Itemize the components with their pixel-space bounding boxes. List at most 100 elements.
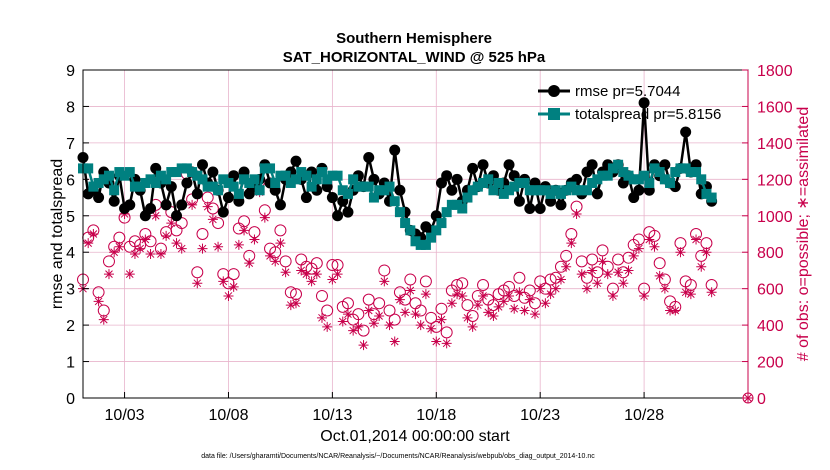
assimilated-point: [649, 241, 660, 252]
assimilated-point: [239, 225, 250, 236]
assimilated-point: [571, 208, 582, 219]
totalspread-point: [644, 177, 655, 188]
totalspread-point: [207, 181, 218, 192]
assimilated-point: [524, 294, 535, 305]
assimilated-point: [285, 300, 296, 311]
right-tick-label: 400: [757, 318, 784, 335]
assimilated-point: [685, 289, 696, 300]
x-tick-label: 10/03: [105, 407, 145, 424]
totalspread-point: [103, 170, 114, 181]
possible-point: [435, 302, 448, 315]
assimilated-point: [327, 274, 338, 285]
assimilated-point: [441, 338, 452, 349]
assimilated-point: [592, 278, 603, 289]
rmse-point: [451, 173, 463, 185]
assimilated-point: [280, 267, 291, 278]
rmse-point: [503, 159, 515, 171]
assimilated-point: [259, 212, 270, 223]
totalspread-point: [394, 207, 405, 218]
assimilated-point: [597, 256, 608, 267]
right-tick-label: 0: [757, 391, 766, 408]
assimilated-point: [680, 287, 691, 298]
totalspread-point: [244, 177, 255, 188]
totalspread-point: [685, 167, 696, 178]
assimilated-point: [140, 234, 151, 245]
assimilated-point: [529, 309, 540, 320]
totalspread-point: [675, 163, 686, 174]
totalspread-point: [415, 239, 426, 250]
assimilated-point: [415, 320, 426, 331]
assimilated-point: [192, 278, 203, 289]
assimilated-point: [581, 283, 592, 294]
totalspread-point: [109, 185, 120, 196]
assimilated-point: [155, 249, 166, 260]
assimilated-point: [88, 229, 99, 239]
totalspread-point: [613, 159, 624, 170]
assimilated-point: [296, 265, 307, 276]
assimilated-point: [514, 287, 525, 298]
right-tick-label: 1200: [757, 172, 793, 189]
x-axis-ticks: 10/03 10/08 10/13 10/18 10/23 10/28: [105, 392, 664, 424]
possible-point: [425, 311, 438, 324]
totalspread-point: [228, 181, 239, 192]
assimilated-point: [587, 265, 598, 276]
totalspread-point: [649, 163, 660, 174]
assimilated-point: [135, 243, 146, 254]
assimilated-point: [405, 285, 416, 296]
assimilated-point: [187, 199, 198, 210]
totalspread-point: [358, 181, 369, 192]
assimilated-point: [602, 269, 613, 280]
rmse-point: [191, 188, 203, 200]
totalspread-point: [478, 177, 489, 188]
rmse-point: [680, 126, 692, 138]
right-tick-label: 800: [757, 245, 784, 262]
totalspread-point: [659, 174, 670, 185]
possible-point: [284, 286, 297, 299]
assimilated-point: [483, 307, 494, 318]
totalspread-point: [535, 185, 546, 196]
rmse-point: [171, 210, 183, 222]
rmse-point: [638, 97, 650, 109]
totalspread-point: [316, 167, 327, 178]
totalspread-point: [249, 174, 260, 185]
assimilated-point: [202, 201, 213, 212]
totalspread-point: [98, 174, 109, 185]
rmse-point: [207, 166, 219, 178]
assimilated-point: [265, 250, 276, 261]
assimilated-point: [374, 311, 385, 321]
assimilated-point: [420, 289, 431, 300]
rmse-point: [176, 199, 188, 211]
rmse-point: [326, 192, 338, 204]
right-tick-label: 200: [757, 355, 784, 372]
possible-point: [560, 249, 573, 262]
assimilated-point: [83, 238, 94, 249]
totalspread-point: [597, 170, 608, 181]
assimilated-point: [488, 311, 499, 321]
totalspread-point: [124, 167, 135, 178]
totalspread-point: [405, 225, 416, 236]
assimilated-point: [249, 234, 260, 245]
possible-point: [456, 277, 469, 290]
rmse-point: [160, 199, 172, 211]
assimilated-point: [150, 210, 161, 221]
x-tick-label: 10/18: [416, 407, 456, 424]
totalspread-point: [353, 181, 364, 192]
x-tick-label: 10/23: [520, 407, 560, 424]
totalspread-point: [213, 185, 224, 196]
assimilated-point: [498, 296, 509, 307]
totalspread-point: [706, 192, 717, 203]
totalspread-point: [446, 199, 457, 210]
assimilated-point: [431, 336, 442, 347]
totalspread-point: [176, 163, 187, 174]
rmse-point: [93, 192, 105, 204]
totalspread-point: [628, 174, 639, 185]
possible-point: [362, 293, 375, 306]
rmse-point: [290, 155, 302, 167]
assimilated-point: [691, 234, 702, 245]
legend-label-rmse: rmse pr=5.7044: [575, 83, 680, 100]
assimilated-point: [358, 340, 369, 351]
assimilated-point: [623, 265, 634, 276]
totalspread-point: [488, 185, 499, 196]
assimilated-point: [218, 276, 229, 287]
totalspread-point: [493, 177, 504, 188]
